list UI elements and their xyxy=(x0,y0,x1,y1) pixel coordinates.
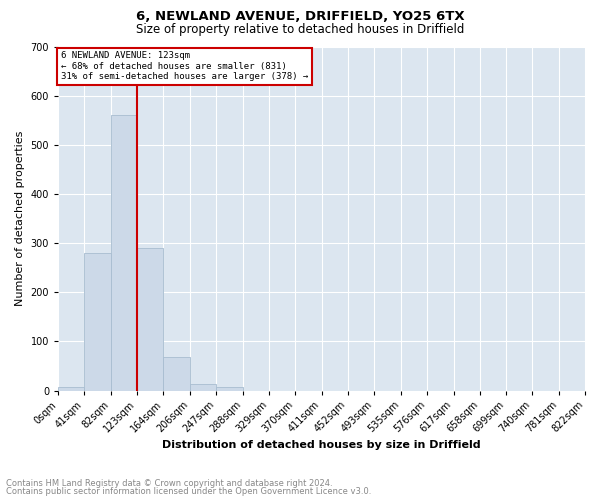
Bar xyxy=(85,253,110,390)
X-axis label: Distribution of detached houses by size in Driffield: Distribution of detached houses by size … xyxy=(162,440,481,450)
Text: Contains HM Land Registry data © Crown copyright and database right 2024.: Contains HM Land Registry data © Crown c… xyxy=(6,478,332,488)
Bar xyxy=(137,248,163,390)
Text: Contains public sector information licensed under the Open Government Licence v3: Contains public sector information licen… xyxy=(6,487,371,496)
Bar xyxy=(58,386,85,390)
Text: 6, NEWLAND AVENUE, DRIFFIELD, YO25 6TX: 6, NEWLAND AVENUE, DRIFFIELD, YO25 6TX xyxy=(136,10,464,23)
Text: 6 NEWLAND AVENUE: 123sqm
← 68% of detached houses are smaller (831)
31% of semi-: 6 NEWLAND AVENUE: 123sqm ← 68% of detach… xyxy=(61,52,308,81)
Bar xyxy=(110,116,137,390)
Bar xyxy=(163,357,190,390)
Y-axis label: Number of detached properties: Number of detached properties xyxy=(15,131,25,306)
Bar xyxy=(217,386,242,390)
Bar xyxy=(190,384,217,390)
Text: Size of property relative to detached houses in Driffield: Size of property relative to detached ho… xyxy=(136,22,464,36)
